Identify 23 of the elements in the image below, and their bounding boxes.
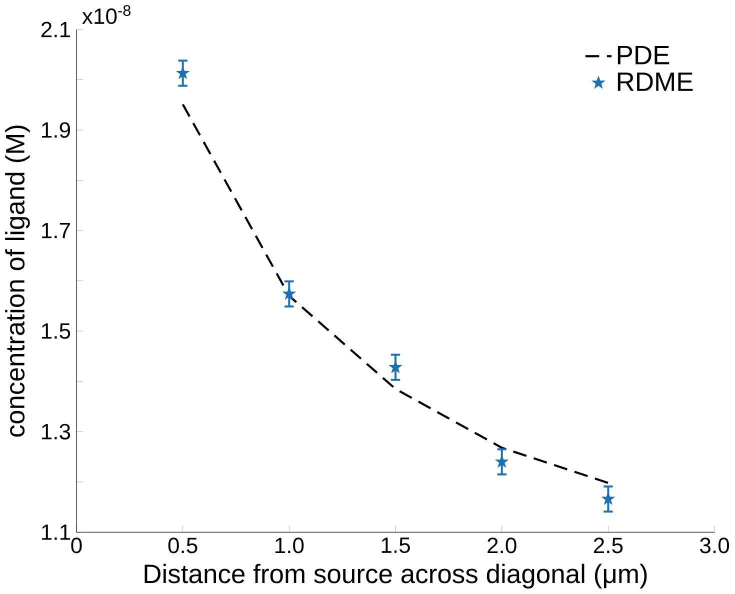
- y-tick-label: 1.9: [42, 122, 70, 138]
- x-tick-label: 2.5: [594, 538, 623, 554]
- point: [496, 455, 508, 468]
- y-tick-label: 1.1: [42, 524, 70, 540]
- x-axis-title: Distance from source across diagonal (μm): [144, 564, 647, 589]
- legend-label: PDE: [618, 46, 670, 64]
- line-series: [182, 103, 610, 484]
- point: [282, 288, 296, 300]
- y-axis-title: concentration of ligand (M): [5, 126, 30, 437]
- x-tick-label: 1.5: [382, 538, 410, 554]
- y-tick-label: 1.7: [42, 223, 70, 238]
- x-tick-label: 2.0: [488, 538, 516, 554]
- y-tick-label: 1.5: [42, 324, 70, 340]
- x-tick-label: 1.0: [276, 538, 304, 554]
- point: [176, 66, 190, 79]
- point: [602, 492, 614, 505]
- x-tick-label: 0.5: [168, 538, 198, 554]
- text: x10$^{-8}$: [82, 5, 130, 24]
- legend-label: RDME: [618, 72, 693, 92]
- y-tick-label: 2.1: [41, 22, 70, 38]
- y-tick-label: 1.3: [42, 424, 70, 440]
- x-tick-label: 3.0: [700, 538, 730, 554]
- x-tick-label: 0: [71, 538, 82, 554]
